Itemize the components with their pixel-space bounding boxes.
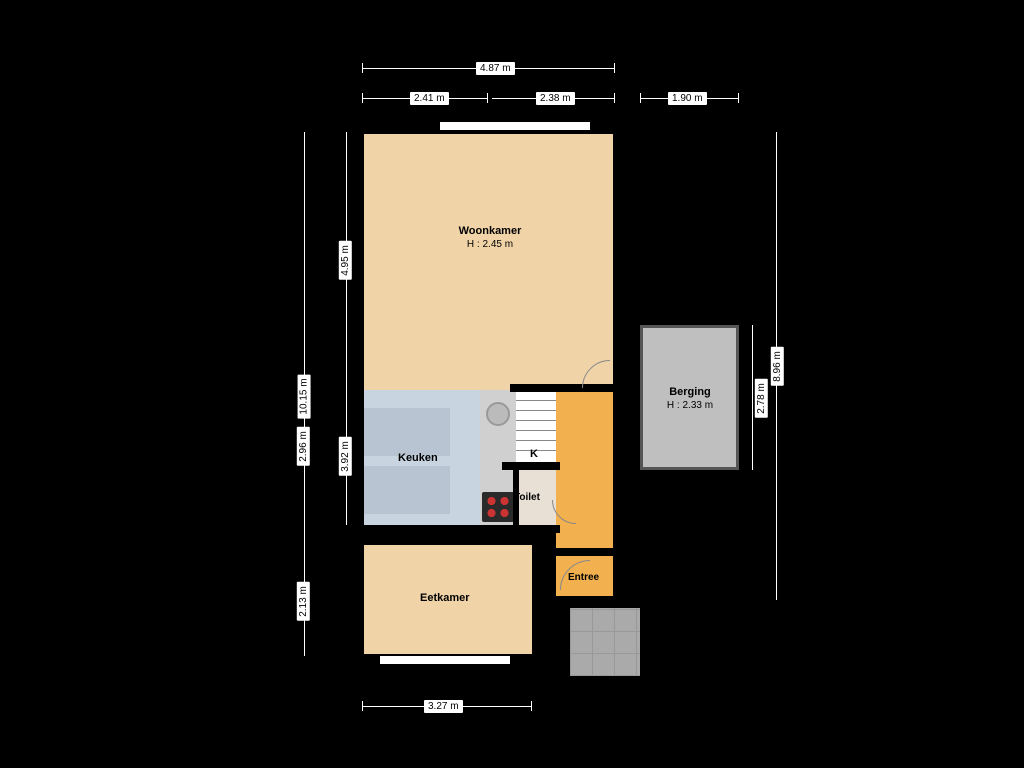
label-stair-text: K (530, 448, 538, 460)
kitchen-island (362, 408, 450, 456)
dim-left-296: 2.96 m (297, 427, 310, 466)
dim-left-1015: 10.15 m (298, 374, 311, 418)
label-berging-text: Berging (669, 386, 711, 398)
label-keuken: Keuken (398, 452, 438, 464)
room-woonkamer (362, 132, 615, 390)
label-eetkamer: Eetkamer (420, 592, 470, 604)
window-bottom (380, 656, 510, 664)
dim-right-278: 2.78 m (755, 379, 768, 418)
kitchen-sink-icon (486, 402, 510, 426)
dim-top-overall: 4.87 m (476, 62, 515, 75)
label-berging: Berging H : 2.33 m (660, 386, 720, 411)
room-hallway (556, 390, 615, 555)
dim-left-213: 2.13 m (297, 582, 310, 621)
label-entree: Entree (568, 572, 599, 583)
label-toilet: Toilet (514, 492, 540, 503)
window-top (440, 122, 590, 130)
dim-left-495: 4.95 m (339, 241, 352, 280)
label-woonkamer-text: Woonkamer (459, 225, 522, 237)
label-eetkamer-text: Eetkamer (420, 592, 470, 604)
porch-paving (570, 608, 640, 676)
dim-top-left: 2.41 m (410, 92, 449, 105)
dim-bottom-327: 3.27 m (424, 700, 463, 713)
label-toilet-text: Toilet (514, 492, 540, 503)
label-keuken-text: Keuken (398, 452, 438, 464)
kitchen-island-2 (362, 466, 450, 514)
dim-left-392: 3.92 m (339, 437, 352, 476)
label-woonkamer-height: H : 2.45 m (440, 239, 540, 250)
dim-top-mid: 2.38 m (536, 92, 575, 105)
label-entree-text: Entree (568, 572, 599, 583)
label-woonkamer: Woonkamer H : 2.45 m (440, 225, 540, 250)
label-berging-height: H : 2.33 m (660, 400, 720, 411)
label-stair-k: K (530, 448, 538, 460)
kitchen-hob-icon (482, 492, 514, 522)
dim-right-896: 8.96 m (771, 347, 784, 386)
floorplan-canvas: { "canvas": { "width": 1024, "height": 7… (0, 0, 1024, 768)
dim-top-right: 1.90 m (668, 92, 707, 105)
